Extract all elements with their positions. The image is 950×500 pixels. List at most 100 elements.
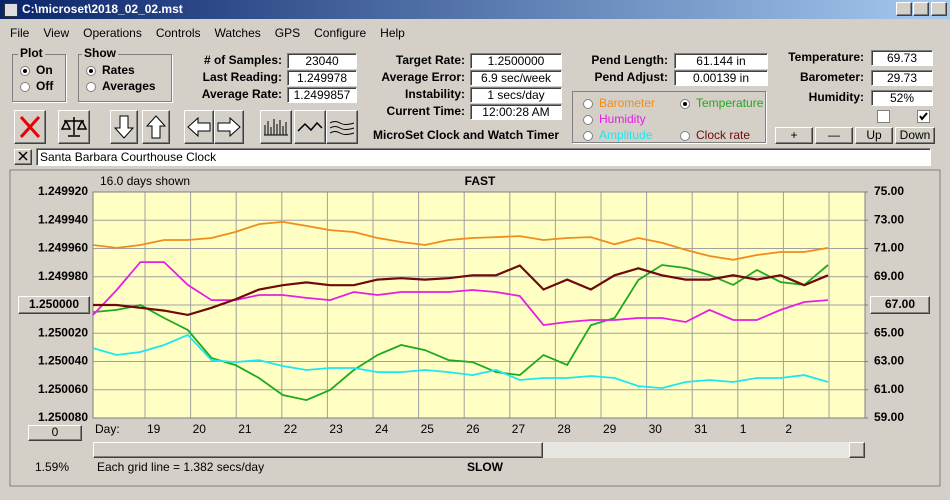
menu-item[interactable]: GPS: [274, 26, 301, 40]
legend-radio[interactable]: [583, 131, 593, 141]
field-value: 6.9 sec/week: [470, 70, 562, 86]
y2-tick-label: 75.00: [874, 184, 904, 198]
show-group: [78, 54, 172, 102]
legend-label[interactable]: Amplitude: [599, 128, 653, 142]
menu-item[interactable]: Controls: [155, 26, 201, 40]
radio-button[interactable]: [86, 66, 96, 76]
adjust-button[interactable]: +: [775, 127, 813, 144]
x-tick-label: 19: [147, 422, 161, 436]
checkbox[interactable]: [917, 110, 930, 123]
series-line: [92, 220, 829, 261]
line-button[interactable]: [294, 110, 326, 144]
top-label: FAST: [465, 174, 496, 188]
field-value: 52%: [871, 90, 933, 106]
grid-note: Each grid line = 1.382 secs/day: [97, 460, 264, 474]
field-value: 1.249978: [287, 70, 357, 86]
check-mark: [919, 112, 928, 121]
day-prefix: Day:: [95, 422, 120, 436]
field-label: Pend Adjust:: [594, 70, 668, 84]
y2-tick-label: 65.00: [874, 325, 904, 339]
x-tick-label: 24: [375, 422, 389, 436]
scrollbar-thumb[interactable]: [93, 442, 543, 458]
menu-item[interactable]: Watches: [214, 26, 261, 40]
field-label: Target Rate:: [395, 53, 465, 67]
menu-item[interactable]: Operations: [83, 26, 142, 40]
field-label: Temperature:: [788, 50, 864, 64]
menu-item[interactable]: Configure: [314, 26, 367, 40]
clear-button[interactable]: [14, 110, 46, 144]
icon: [264, 119, 288, 136]
menu-item[interactable]: File: [10, 26, 30, 40]
legend-label[interactable]: Humidity: [599, 112, 646, 126]
field-label: Instability:: [404, 87, 465, 101]
y2-tick-label: 63.00: [874, 354, 904, 368]
y2-tick-label: 73.00: [874, 212, 904, 226]
right-button[interactable]: [214, 110, 244, 144]
menu-item[interactable]: View: [43, 26, 70, 40]
series-line: [93, 264, 829, 317]
down-button[interactable]: [110, 110, 138, 144]
x-tick-label: 30: [649, 422, 663, 436]
field-label: Current Time:: [386, 104, 465, 118]
bottom-label: SLOW: [467, 460, 504, 474]
left-button[interactable]: [184, 110, 214, 144]
radio-button[interactable]: [86, 82, 96, 92]
y2-tick-label: 61.00: [874, 382, 904, 396]
x-tick-label: 21: [238, 422, 252, 436]
scrollbar-right[interactable]: [849, 442, 865, 458]
up-button[interactable]: [142, 110, 170, 144]
legend-radio[interactable]: [583, 99, 593, 109]
y-tick-label: 1.250020: [38, 325, 88, 339]
y2-tick-label: 71.00: [874, 241, 904, 255]
y2-tick-label: 59.00: [874, 410, 904, 424]
menu-item[interactable]: Help: [380, 26, 405, 40]
app-name: MicroSet Clock and Watch Timer: [373, 128, 560, 142]
field-value: 1.2500000: [470, 53, 562, 69]
series-line: [92, 261, 829, 327]
y-tick-label: 1.249960: [38, 241, 88, 255]
legend-radio[interactable]: [680, 131, 690, 141]
clear-name-button[interactable]: [14, 149, 32, 165]
legend-label[interactable]: Temperature: [696, 96, 764, 110]
y-tick-label: 1.249920: [38, 184, 88, 198]
legend-label[interactable]: Barometer: [599, 96, 656, 110]
x-tick-label: 25: [421, 422, 435, 436]
radio-button[interactable]: [20, 66, 30, 76]
radio-label[interactable]: Off: [36, 79, 54, 93]
icon: [329, 121, 355, 135]
adjust-button[interactable]: —: [815, 127, 853, 144]
icon: [217, 116, 241, 138]
icon: [187, 116, 211, 138]
clock-name-field[interactable]: Santa Barbara Courthouse Clock: [36, 148, 931, 166]
adjust-button[interactable]: Down: [895, 127, 935, 144]
field-label: Average Rate:: [201, 87, 282, 101]
series-line: [92, 333, 829, 390]
radio-button[interactable]: [20, 82, 30, 92]
bars-button[interactable]: [260, 110, 292, 144]
minimize-button[interactable]: [896, 2, 912, 16]
close-button[interactable]: [931, 2, 947, 16]
legend-radio[interactable]: [680, 99, 690, 109]
field-label: Pend Length:: [591, 53, 668, 67]
field-label: Last Reading:: [202, 70, 282, 84]
maximize-button[interactable]: [913, 2, 929, 16]
icon: [60, 117, 88, 137]
checkbox[interactable]: [877, 110, 890, 123]
icon: [297, 121, 323, 132]
balance-button[interactable]: [58, 110, 90, 144]
radio-label[interactable]: On: [36, 63, 53, 77]
legend-radio[interactable]: [583, 115, 593, 125]
span-label: 16.0 days shown: [100, 174, 190, 188]
radio-label[interactable]: Rates: [102, 63, 135, 77]
field-value: 61.144 in: [674, 53, 768, 69]
scroll-reset-button[interactable]: 0: [28, 425, 82, 441]
field-value: 1 secs/day: [470, 87, 562, 103]
radio-label[interactable]: Averages: [102, 79, 156, 93]
temperature-button[interactable]: 67.00: [870, 296, 930, 314]
adjust-button[interactable]: Up: [855, 127, 893, 144]
rate-button[interactable]: 1.250000: [18, 296, 90, 314]
legend-label[interactable]: Clock rate: [696, 128, 751, 142]
wave-button[interactable]: [326, 110, 358, 144]
y-tick-label: 1.249940: [38, 212, 88, 226]
